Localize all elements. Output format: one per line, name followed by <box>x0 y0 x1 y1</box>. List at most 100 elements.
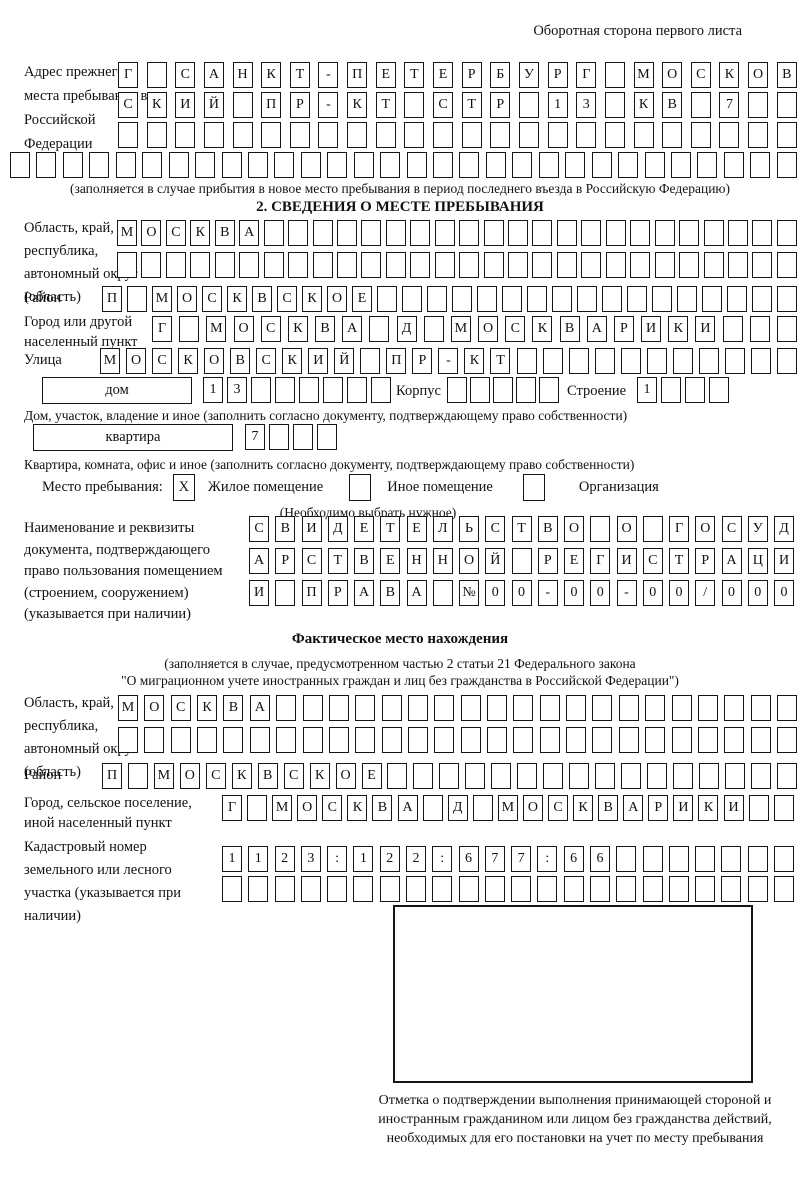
char-cell[interactable] <box>288 252 309 278</box>
char-cell[interactable]: П <box>261 92 282 118</box>
char-cell[interactable] <box>369 316 390 342</box>
char-cell[interactable]: Р <box>490 92 511 118</box>
char-cell[interactable]: А <box>249 695 270 721</box>
char-cell[interactable]: Т <box>375 92 396 118</box>
char-cell[interactable] <box>672 763 693 789</box>
char-cell[interactable] <box>247 795 268 821</box>
char-cell[interactable]: М <box>497 795 518 821</box>
char-cell[interactable] <box>547 122 568 148</box>
char-cell[interactable] <box>773 795 794 821</box>
char-cell[interactable] <box>323 377 343 403</box>
checkbox-residential[interactable]: X <box>172 474 195 501</box>
char-cell[interactable] <box>263 220 284 246</box>
char-cell[interactable]: 0 <box>564 580 584 606</box>
char-cell[interactable]: 1 <box>353 846 374 872</box>
char-cell[interactable]: 1 <box>222 846 242 872</box>
char-cell[interactable] <box>569 763 590 789</box>
char-cell[interactable]: М <box>118 695 138 721</box>
char-cell[interactable] <box>459 152 480 178</box>
char-cell[interactable]: П <box>102 763 122 789</box>
char-cell[interactable]: К <box>309 763 330 789</box>
char-cell[interactable] <box>750 763 771 789</box>
char-cell[interactable] <box>302 727 323 753</box>
char-cell[interactable]: К <box>698 795 719 821</box>
char-cell[interactable] <box>776 695 797 721</box>
char-cell[interactable]: Ц <box>747 548 768 574</box>
char-cell[interactable] <box>483 220 504 246</box>
char-cell[interactable]: Р <box>275 548 296 574</box>
char-cell[interactable]: : <box>432 846 453 872</box>
char-cell[interactable] <box>719 122 740 148</box>
char-cell[interactable]: 0 <box>590 580 611 606</box>
char-cell[interactable] <box>776 348 797 374</box>
char-cell[interactable] <box>773 876 794 902</box>
char-cell[interactable]: К <box>347 92 368 118</box>
char-cell[interactable]: О <box>177 286 197 312</box>
char-cell[interactable]: Г <box>669 516 689 542</box>
char-cell[interactable] <box>647 763 668 789</box>
char-cell[interactable] <box>10 152 30 178</box>
char-cell[interactable]: В <box>598 795 619 821</box>
char-cell[interactable]: О <box>204 348 225 374</box>
char-cell[interactable] <box>518 92 539 118</box>
char-cell[interactable]: А <box>586 316 607 342</box>
char-cell[interactable] <box>190 252 211 278</box>
char-cell[interactable]: 6 <box>589 846 610 872</box>
char-cell[interactable] <box>776 252 797 278</box>
char-cell[interactable]: С <box>165 220 186 246</box>
char-cell[interactable] <box>654 252 675 278</box>
char-cell[interactable] <box>605 220 626 246</box>
char-cell[interactable] <box>461 122 482 148</box>
char-cell[interactable]: О <box>179 763 200 789</box>
char-cell[interactable] <box>502 286 522 312</box>
char-cell[interactable] <box>413 763 434 789</box>
char-cell[interactable] <box>353 152 374 178</box>
char-cell[interactable] <box>214 252 235 278</box>
char-cell[interactable] <box>118 122 138 148</box>
char-cell[interactable]: Е <box>361 763 382 789</box>
char-cell[interactable] <box>618 695 639 721</box>
char-cell[interactable]: Е <box>354 516 374 542</box>
char-cell[interactable]: О <box>478 316 499 342</box>
char-cell[interactable]: 0 <box>747 580 768 606</box>
char-cell[interactable] <box>750 695 771 721</box>
char-cell[interactable]: С <box>322 795 343 821</box>
char-cell[interactable] <box>115 152 136 178</box>
char-cell[interactable] <box>144 727 165 753</box>
char-cell[interactable]: В <box>372 795 393 821</box>
char-cell[interactable] <box>127 286 147 312</box>
char-cell[interactable] <box>477 286 497 312</box>
char-cell[interactable] <box>563 876 584 902</box>
char-cell[interactable] <box>532 220 553 246</box>
char-cell[interactable] <box>434 727 455 753</box>
char-cell[interactable]: 7 <box>719 92 740 118</box>
char-cell[interactable] <box>432 580 453 606</box>
char-cell[interactable] <box>407 727 428 753</box>
char-cell[interactable]: Т <box>289 62 310 88</box>
char-cell[interactable]: О <box>335 763 356 789</box>
char-cell[interactable]: : <box>537 846 558 872</box>
char-cell[interactable] <box>776 152 797 178</box>
char-cell[interactable] <box>487 727 508 753</box>
char-cell[interactable] <box>458 876 479 902</box>
char-cell[interactable]: Т <box>461 92 482 118</box>
char-cell[interactable] <box>654 220 675 246</box>
char-cell[interactable]: О <box>662 62 683 88</box>
char-cell[interactable]: С <box>485 516 506 542</box>
char-cell[interactable]: С <box>690 62 711 88</box>
char-cell[interactable] <box>750 152 771 178</box>
char-cell[interactable] <box>300 152 321 178</box>
char-cell[interactable]: П <box>386 348 407 374</box>
char-cell[interactable] <box>702 286 722 312</box>
char-cell[interactable]: Е <box>433 62 454 88</box>
char-cell[interactable] <box>385 252 406 278</box>
char-cell[interactable] <box>703 220 724 246</box>
char-cell[interactable]: Р <box>695 548 716 574</box>
char-cell[interactable] <box>627 286 647 312</box>
char-cell[interactable]: - <box>438 348 459 374</box>
char-cell[interactable] <box>698 763 719 789</box>
char-cell[interactable] <box>347 377 367 403</box>
char-cell[interactable]: М <box>152 286 172 312</box>
char-cell[interactable] <box>747 846 768 872</box>
char-cell[interactable] <box>724 348 745 374</box>
